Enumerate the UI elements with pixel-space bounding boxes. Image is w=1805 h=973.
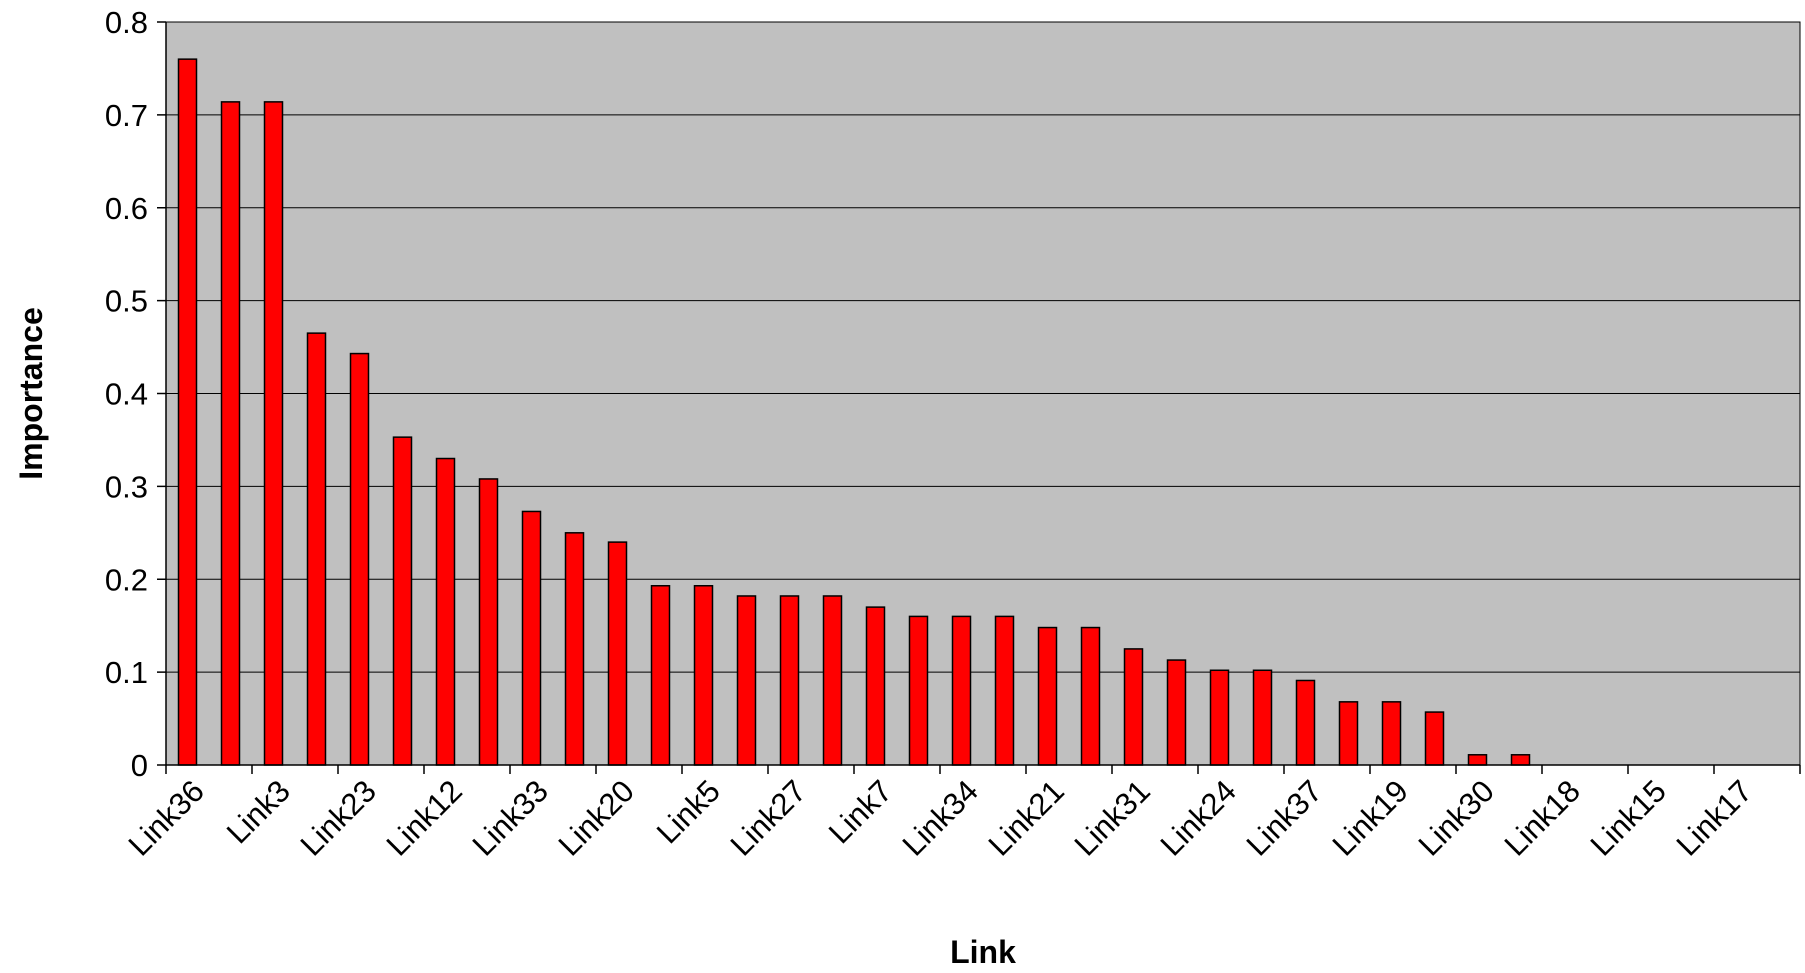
x-axis-title: Link	[950, 934, 1016, 970]
bar	[693, 585, 714, 766]
x-tick-label: Link34	[896, 773, 985, 862]
y-tick-label: 0.7	[105, 98, 148, 133]
x-tick-label: Link31	[1068, 773, 1157, 862]
x-tick-label: Link3	[220, 773, 297, 850]
x-tick-label: Link7	[822, 773, 899, 850]
x-tick-label: Link23	[294, 773, 383, 862]
bar	[478, 478, 499, 766]
y-tick-label: 0.2	[105, 562, 148, 597]
bar	[177, 58, 198, 766]
bar	[392, 436, 413, 766]
bars	[177, 58, 1531, 766]
bar	[1381, 701, 1402, 766]
bar	[1252, 669, 1273, 766]
bar	[607, 541, 628, 766]
x-tick-label: Link33	[466, 773, 555, 862]
x-tick-label: Link21	[982, 773, 1071, 862]
bar	[435, 457, 456, 766]
x-tick-label: Link17	[1670, 773, 1759, 862]
y-tick-label: 0.6	[105, 191, 148, 226]
x-tick-label: Link37	[1240, 773, 1329, 862]
bar	[220, 101, 241, 766]
x-tick-label: Link12	[380, 773, 469, 862]
bar	[1080, 626, 1101, 766]
x-tick-label: Link18	[1498, 773, 1587, 862]
x-tick-label: Link15	[1584, 773, 1673, 862]
y-tick-label: 0.3	[105, 469, 148, 504]
bar	[564, 532, 585, 766]
bar	[994, 615, 1015, 766]
y-tick-label: 0.8	[105, 5, 148, 40]
bar	[865, 606, 886, 766]
bar	[1037, 626, 1058, 766]
x-tick-label: Link5	[650, 773, 727, 850]
bar	[822, 595, 843, 766]
y-axis-title: Importance	[13, 307, 49, 479]
bar	[1209, 669, 1230, 766]
bar	[1166, 659, 1187, 766]
bar	[951, 615, 972, 766]
bar	[1424, 711, 1445, 766]
y-tick-label: 0.1	[105, 655, 148, 690]
x-tick-label: Link30	[1412, 773, 1501, 862]
bar	[306, 332, 327, 766]
x-tick-label: Link24	[1154, 773, 1243, 862]
bar	[521, 510, 542, 766]
y-tick-label: 0.5	[105, 284, 148, 319]
bar	[1510, 754, 1531, 766]
y-tick-label: 0.4	[105, 377, 148, 412]
bar	[650, 585, 671, 766]
y-tick-label: 0	[131, 748, 148, 783]
x-tick-label: Link20	[552, 773, 641, 862]
bar	[1123, 648, 1144, 766]
bar	[349, 352, 370, 766]
bar	[779, 595, 800, 766]
bar	[908, 615, 929, 766]
y-axis-ticks: 0 0.1 0.2 0.3 0.4 0.5 0.6 0.7 0.8	[105, 5, 166, 783]
bar	[263, 101, 284, 766]
bar	[1467, 754, 1488, 766]
x-tick-label: Link36	[122, 773, 211, 862]
bar	[1338, 701, 1359, 766]
x-tick-label: Link19	[1326, 773, 1415, 862]
x-tick-label: Link27	[724, 773, 813, 862]
bar	[736, 595, 757, 766]
bar	[1295, 679, 1316, 766]
